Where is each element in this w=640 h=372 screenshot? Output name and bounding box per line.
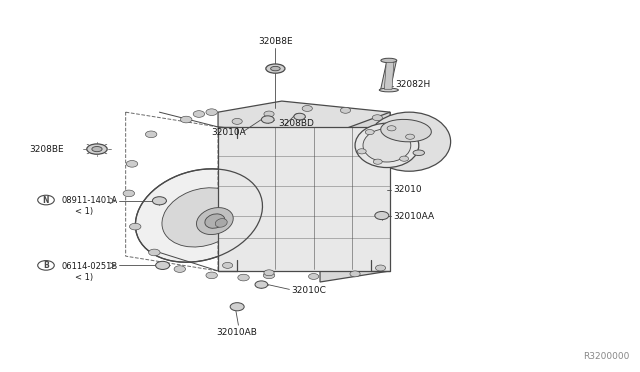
Circle shape [375,211,389,219]
Ellipse shape [271,66,280,71]
Circle shape [302,106,312,112]
Text: 06114-0251B: 06114-0251B [62,262,118,270]
Text: < 1): < 1) [75,207,93,217]
Text: 32010A: 32010A [212,128,246,137]
Text: B: B [43,261,49,270]
Circle shape [152,197,166,205]
Circle shape [387,126,396,131]
Ellipse shape [381,119,431,142]
Polygon shape [381,61,396,90]
Circle shape [148,249,160,256]
Circle shape [294,113,305,120]
Ellipse shape [92,147,102,152]
Polygon shape [218,127,390,271]
Circle shape [263,272,275,279]
Circle shape [232,118,243,124]
Text: 3208BE: 3208BE [29,145,64,154]
Circle shape [193,111,205,117]
Circle shape [174,266,186,272]
Circle shape [145,131,157,138]
Text: 32010AB: 32010AB [217,328,257,337]
Circle shape [365,129,374,135]
Text: 32010: 32010 [394,185,422,194]
Circle shape [350,271,360,277]
Circle shape [230,303,244,311]
Circle shape [123,190,134,197]
Circle shape [238,274,249,281]
Circle shape [206,109,218,115]
Polygon shape [385,62,394,89]
Circle shape [129,223,141,230]
Circle shape [340,108,351,113]
Circle shape [126,161,138,167]
Ellipse shape [87,144,107,154]
Circle shape [206,272,218,279]
Circle shape [223,262,233,268]
Ellipse shape [363,129,411,162]
Circle shape [373,159,382,164]
Text: N: N [43,196,49,205]
Circle shape [264,111,274,117]
Ellipse shape [381,58,397,62]
Circle shape [264,270,274,276]
Ellipse shape [380,88,398,92]
Text: 32010C: 32010C [291,286,326,295]
Ellipse shape [413,150,424,155]
Circle shape [372,115,383,121]
Circle shape [308,273,319,279]
Polygon shape [320,112,390,282]
Text: R3200000: R3200000 [582,352,629,361]
Ellipse shape [205,214,225,228]
Circle shape [180,116,192,123]
Ellipse shape [266,64,285,73]
Circle shape [156,261,170,269]
Circle shape [399,156,408,161]
Circle shape [376,265,386,271]
Circle shape [357,149,366,154]
Text: 32010AA: 32010AA [394,212,435,221]
Text: 08911-1401A: 08911-1401A [62,196,118,205]
Text: 32082H: 32082H [395,80,431,89]
Text: 320B8E: 320B8E [258,37,292,46]
Ellipse shape [368,112,451,171]
Ellipse shape [355,123,419,167]
Ellipse shape [136,169,262,262]
Ellipse shape [196,208,233,234]
Ellipse shape [162,188,243,247]
Polygon shape [218,101,390,138]
Circle shape [261,116,274,123]
Text: < 1): < 1) [75,273,93,282]
Circle shape [255,281,268,288]
Ellipse shape [215,219,227,227]
Text: 3208BD: 3208BD [278,119,314,128]
Circle shape [406,134,415,139]
